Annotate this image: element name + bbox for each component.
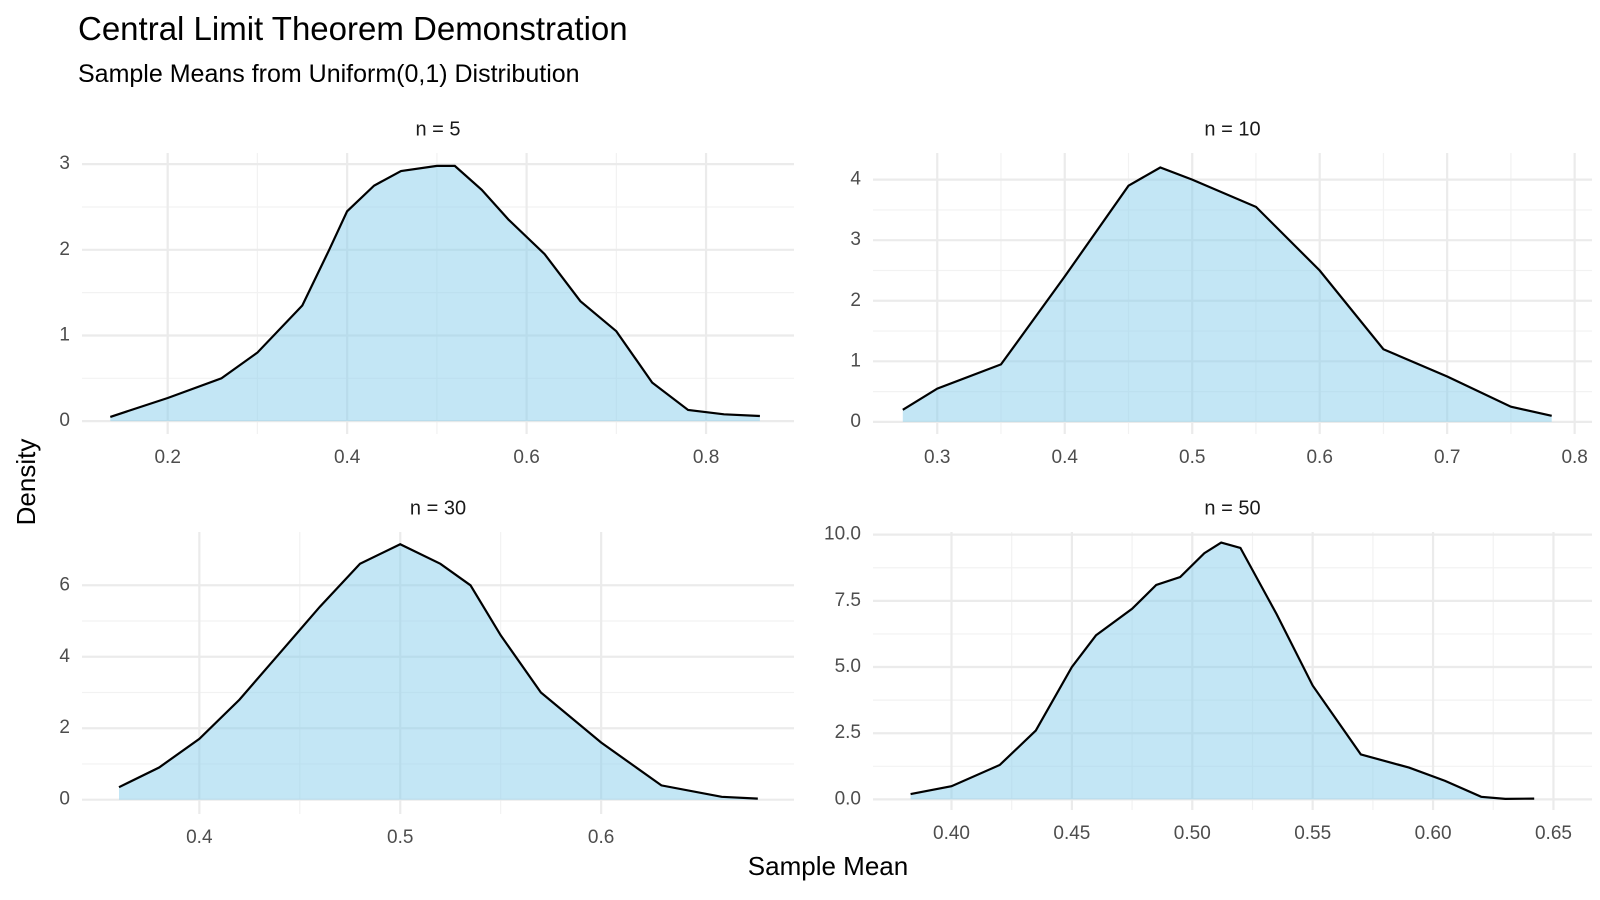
y-tick-label: 6 — [59, 574, 70, 595]
facet-title: n = 30 — [410, 497, 466, 519]
x-tick-label: 0.60 — [1415, 823, 1452, 844]
facet-title: n = 50 — [1204, 497, 1260, 519]
x-tick-label: 0.6 — [513, 447, 539, 468]
x-tick-label: 0.3 — [924, 447, 950, 468]
y-axis-title: Density — [11, 439, 41, 526]
x-tick-label: 0.2 — [154, 447, 180, 468]
x-tick-label: 0.40 — [933, 823, 970, 844]
x-tick-label: 0.6 — [588, 827, 614, 848]
density-area — [910, 542, 1535, 800]
x-tick-label: 0.65 — [1535, 823, 1572, 844]
x-tick-label: 0.4 — [186, 827, 213, 848]
y-tick-label: 3 — [59, 153, 70, 174]
y-tick-label: 1 — [850, 350, 861, 371]
density-line — [902, 166, 1552, 417]
y-tick-label: 2 — [59, 717, 70, 738]
y-tick-label: 0.0 — [835, 788, 861, 809]
chart-subtitle: Sample Means from Uniform(0,1) Distribut… — [78, 60, 580, 88]
density-area — [119, 544, 758, 800]
x-tick-label: 0.7 — [1434, 447, 1460, 468]
x-tick-label: 0.50 — [1174, 823, 1211, 844]
x-tick-label: 0.55 — [1294, 823, 1331, 844]
y-tick-label: 2.5 — [835, 722, 861, 743]
density-line — [910, 541, 1535, 801]
x-tick-label: 0.8 — [693, 447, 719, 468]
x-tick-label: 0.5 — [1179, 447, 1205, 468]
y-tick-label: 7.5 — [835, 590, 861, 611]
y-tick-label: 0 — [59, 410, 70, 431]
x-axis-title: Sample Mean — [748, 851, 908, 881]
y-tick-label: 2 — [59, 239, 70, 260]
x-tick-label: 0.5 — [387, 827, 413, 848]
density-area — [902, 167, 1552, 422]
density-area — [110, 165, 760, 422]
x-tick-label: 0.6 — [1306, 447, 1332, 468]
y-tick-label: 4 — [59, 646, 70, 667]
facet-title: n = 10 — [1204, 118, 1260, 140]
chart-title: Central Limit Theorem Demonstration — [78, 10, 628, 47]
density-line — [109, 164, 760, 418]
density-line — [118, 542, 758, 800]
facet-title: n = 5 — [415, 118, 460, 140]
y-tick-label: 3 — [850, 229, 861, 250]
y-tick-label: 0 — [850, 411, 861, 432]
y-tick-label: 10.0 — [824, 524, 861, 545]
y-tick-label: 4 — [850, 169, 861, 190]
x-tick-label: 0.4 — [1052, 447, 1079, 468]
x-tick-label: 0.8 — [1561, 447, 1587, 468]
x-tick-label: 0.4 — [334, 447, 361, 468]
y-tick-label: 2 — [850, 290, 861, 311]
x-tick-label: 0.45 — [1053, 823, 1090, 844]
y-tick-label: 0 — [59, 789, 70, 810]
y-tick-label: 5.0 — [835, 656, 861, 677]
y-tick-label: 1 — [59, 324, 70, 345]
